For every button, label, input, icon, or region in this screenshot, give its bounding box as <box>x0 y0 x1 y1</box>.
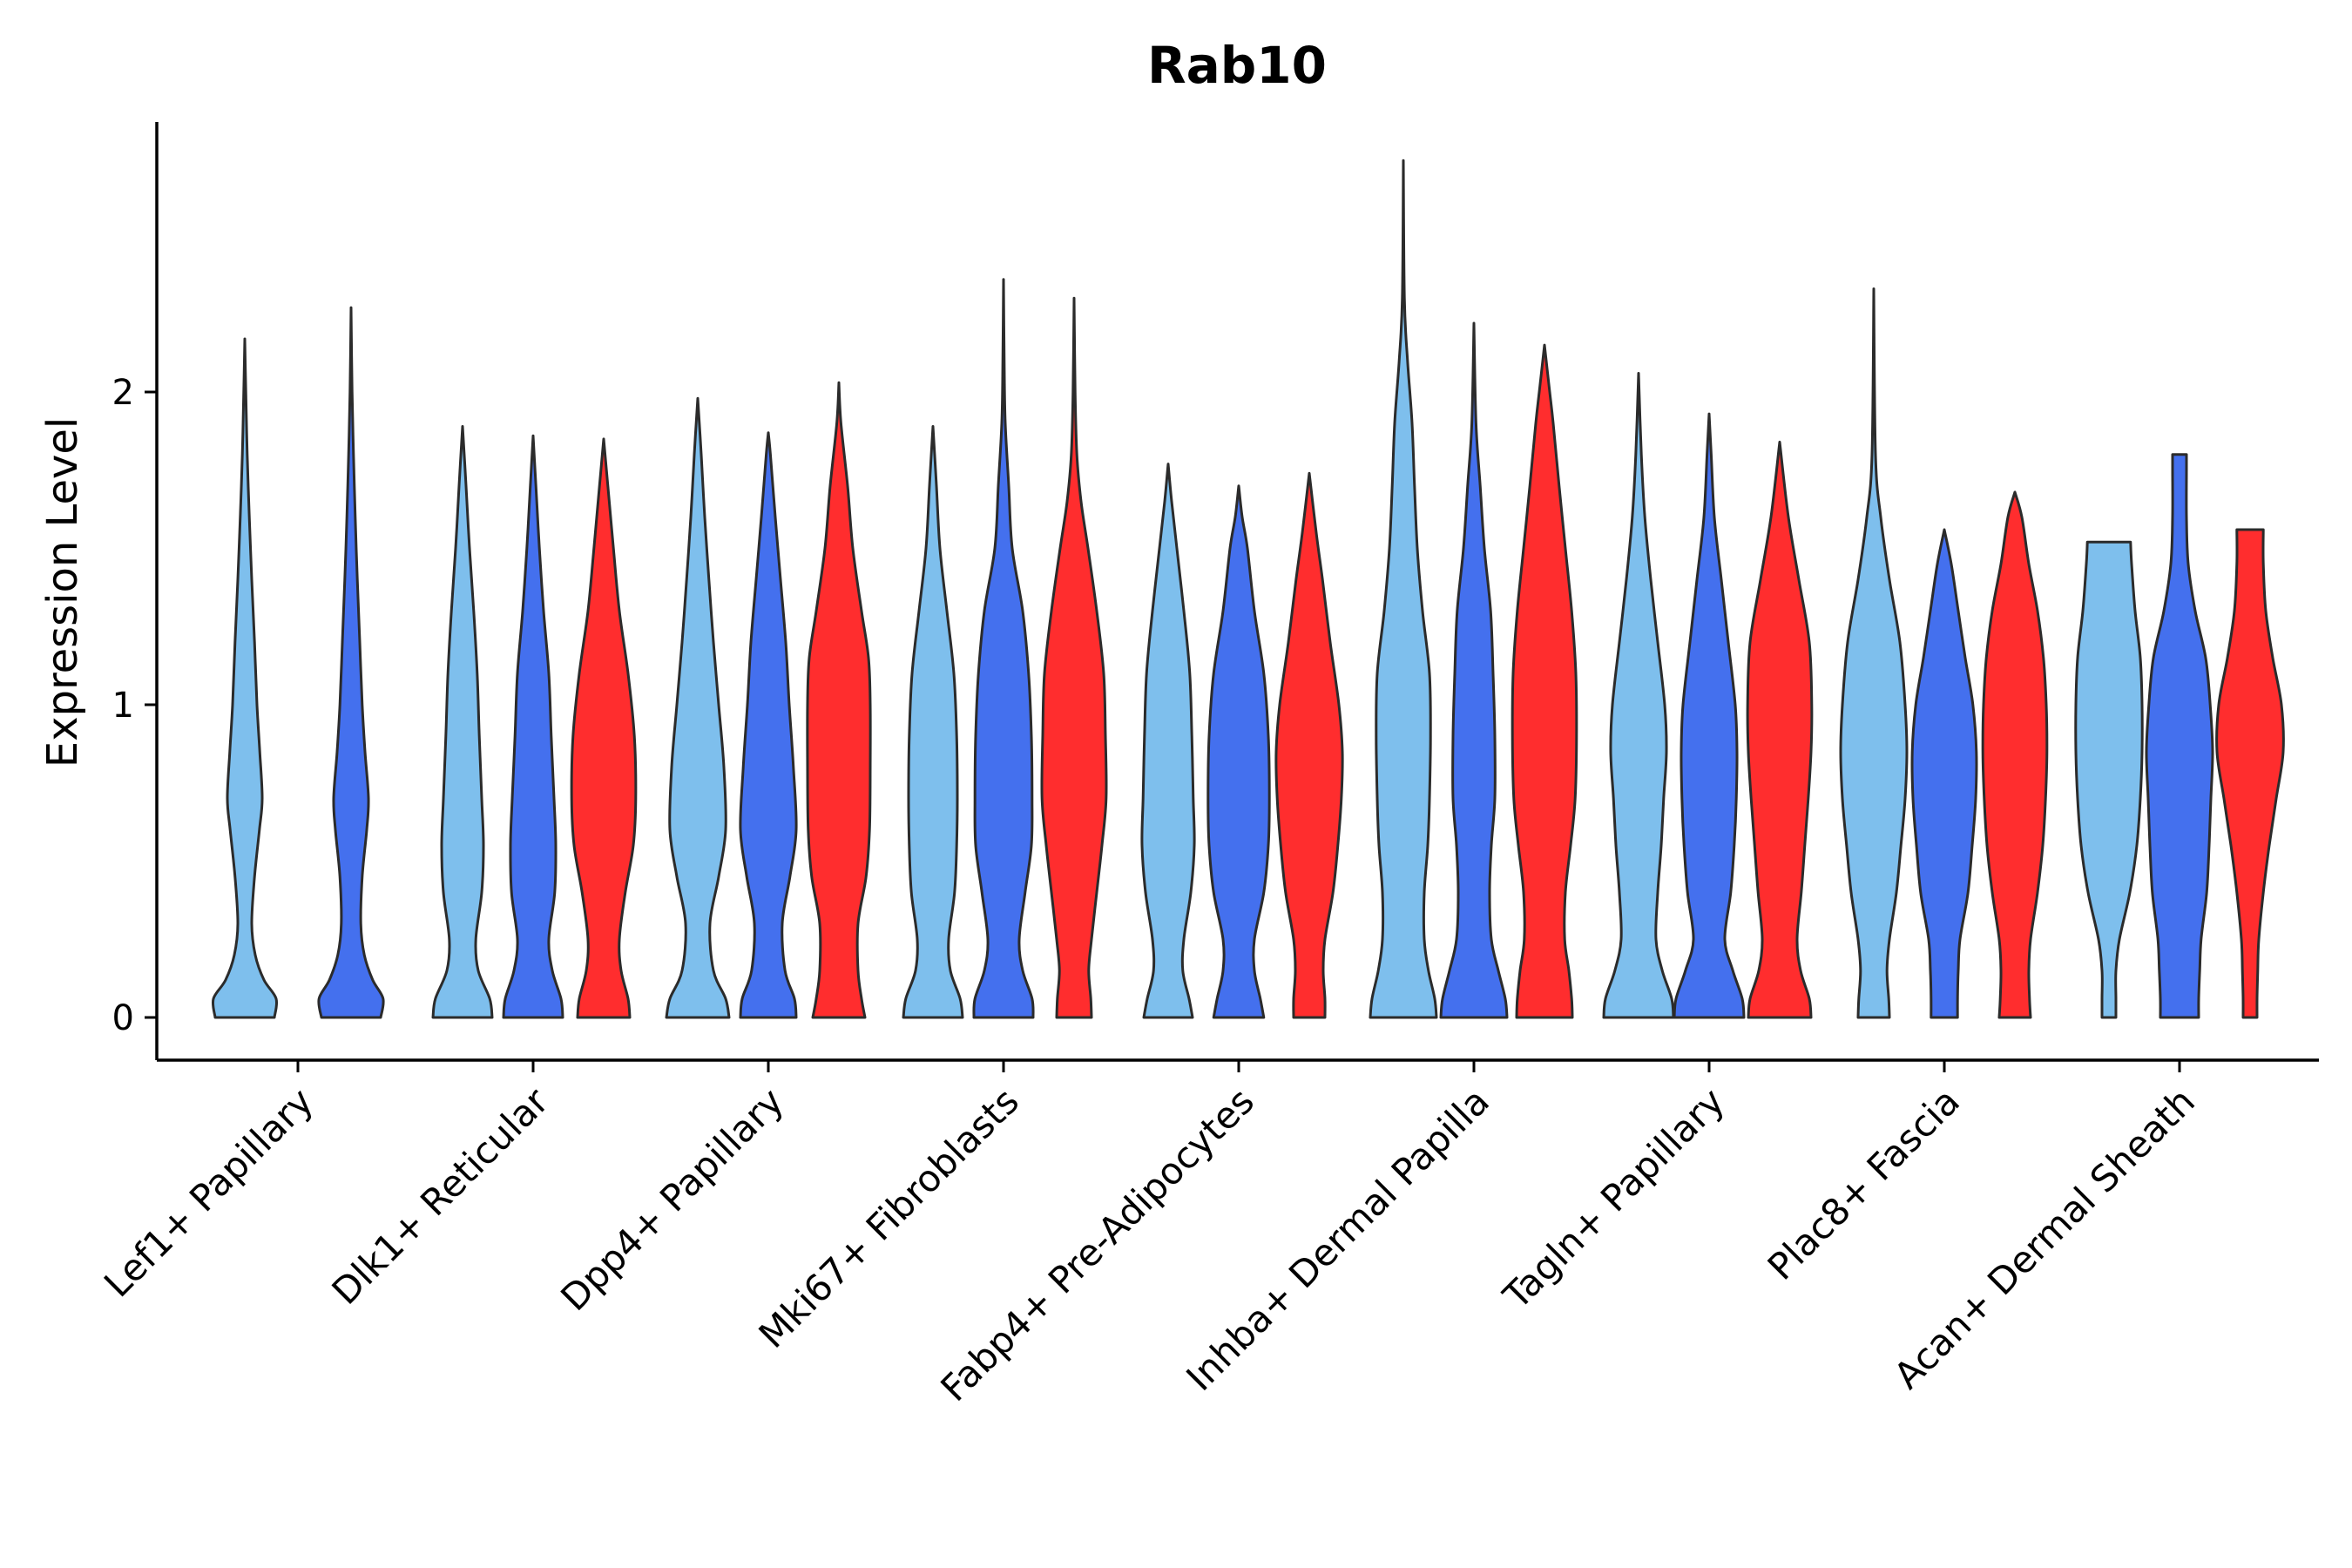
violin-2-2 <box>502 434 564 1019</box>
violin-5-2 <box>1206 484 1271 1019</box>
violin-8-2 <box>1910 528 1978 1019</box>
violin-7-1 <box>1602 372 1675 1019</box>
violin-9-1 <box>2074 540 2144 1019</box>
violin-7-2 <box>1673 412 1746 1019</box>
violin-6-2 <box>1439 321 1509 1019</box>
x-tick-label-8: Plac8+ Fascia <box>1760 1079 1968 1288</box>
violins-group <box>211 159 2285 1019</box>
y-axis-label: Expression Level <box>38 417 87 768</box>
violin-9-3 <box>2215 528 2285 1019</box>
violin-4-3 <box>1040 296 1108 1019</box>
violin-6-1 <box>1369 159 1438 1019</box>
violin-5-3 <box>1274 471 1344 1019</box>
violin-2-3 <box>570 437 638 1019</box>
x-tick-label-3: Dpp4+ Papillary <box>552 1079 792 1319</box>
violin-5-1 <box>1140 463 1196 1019</box>
violin-8-3 <box>1981 490 2049 1019</box>
violin-1-2 <box>317 306 385 1019</box>
x-tick-label-4: Mki67+ Fibroblasts <box>751 1079 1027 1355</box>
y-axis-ticks: 0 1 2 <box>112 373 157 1038</box>
y-tick-label-0: 0 <box>112 998 134 1038</box>
x-tick-label-1: Lef1+ Papillary <box>96 1079 321 1305</box>
violin-8-1 <box>1839 287 1909 1019</box>
violin-7-3 <box>1746 440 1814 1019</box>
violin-3-1 <box>665 396 731 1019</box>
violin-3-3 <box>806 381 872 1019</box>
violin-2-1 <box>431 425 494 1019</box>
x-tick-label-7: Tagln+ Papillary <box>1495 1079 1733 1317</box>
x-tick-label-2: Dlk1+ Reticular <box>324 1079 558 1313</box>
violin-9-2 <box>2145 453 2214 1019</box>
violin-4-1 <box>902 425 964 1019</box>
violin-6-3 <box>1511 343 1578 1019</box>
violin-4-2 <box>972 278 1035 1019</box>
chart-title: Rab10 <box>1147 36 1327 95</box>
y-tick-label-1: 1 <box>112 686 134 726</box>
violin-3-2 <box>739 431 798 1019</box>
y-tick-label-2: 2 <box>112 373 134 413</box>
violin-1-1 <box>211 337 279 1019</box>
